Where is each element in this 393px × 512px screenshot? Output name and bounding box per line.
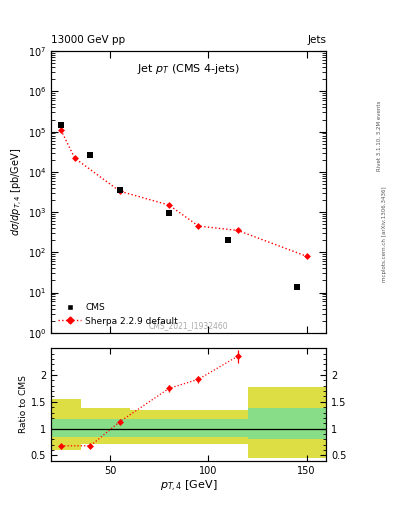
Line: Sherpa 2.2.9 default: Sherpa 2.2.9 default	[61, 130, 307, 256]
CMS	[118, 187, 122, 193]
Sherpa 2.2.9 default	[167, 202, 171, 208]
Bar	[51, 399, 81, 450]
Text: 13000 GeV pp: 13000 GeV pp	[51, 35, 125, 45]
Sherpa 2.2.9 default	[72, 155, 77, 161]
Line: CMS: CMS	[58, 121, 300, 290]
CMS	[167, 210, 171, 216]
Bar	[81, 408, 130, 443]
CMS	[226, 237, 230, 243]
Text: Rivet 3.1.10, 3.2M events: Rivet 3.1.10, 3.2M events	[377, 100, 382, 171]
Sherpa 2.2.9 default	[59, 127, 63, 133]
Y-axis label: $d\sigma/dp_{T,4}$ [pb/GeV]: $d\sigma/dp_{T,4}$ [pb/GeV]	[10, 148, 25, 236]
Bar	[248, 408, 326, 439]
Sherpa 2.2.9 default	[118, 188, 122, 195]
Sherpa 2.2.9 default	[196, 223, 201, 229]
CMS	[294, 284, 299, 290]
Bar	[248, 387, 326, 458]
Sherpa 2.2.9 default	[304, 253, 309, 259]
Bar	[189, 410, 248, 443]
Bar	[81, 419, 130, 437]
Y-axis label: Ratio to CMS: Ratio to CMS	[19, 375, 28, 434]
Bar	[130, 419, 189, 437]
Text: mcplots.cern.ch [arXiv:1306.3436]: mcplots.cern.ch [arXiv:1306.3436]	[382, 186, 387, 282]
Bar	[51, 419, 81, 437]
X-axis label: $p_{T,4}$ [GeV]: $p_{T,4}$ [GeV]	[160, 478, 217, 494]
Text: CMS_2021_I1932460: CMS_2021_I1932460	[149, 321, 228, 330]
Text: Jets: Jets	[307, 35, 326, 45]
Sherpa 2.2.9 default	[235, 227, 240, 233]
Text: Jet $p_T$ (CMS 4-jets): Jet $p_T$ (CMS 4-jets)	[137, 62, 240, 76]
Bar	[130, 410, 189, 443]
Legend: CMS, Sherpa 2.2.9 default: CMS, Sherpa 2.2.9 default	[55, 301, 181, 328]
Bar	[189, 419, 248, 437]
CMS	[59, 121, 63, 127]
CMS	[88, 152, 93, 158]
